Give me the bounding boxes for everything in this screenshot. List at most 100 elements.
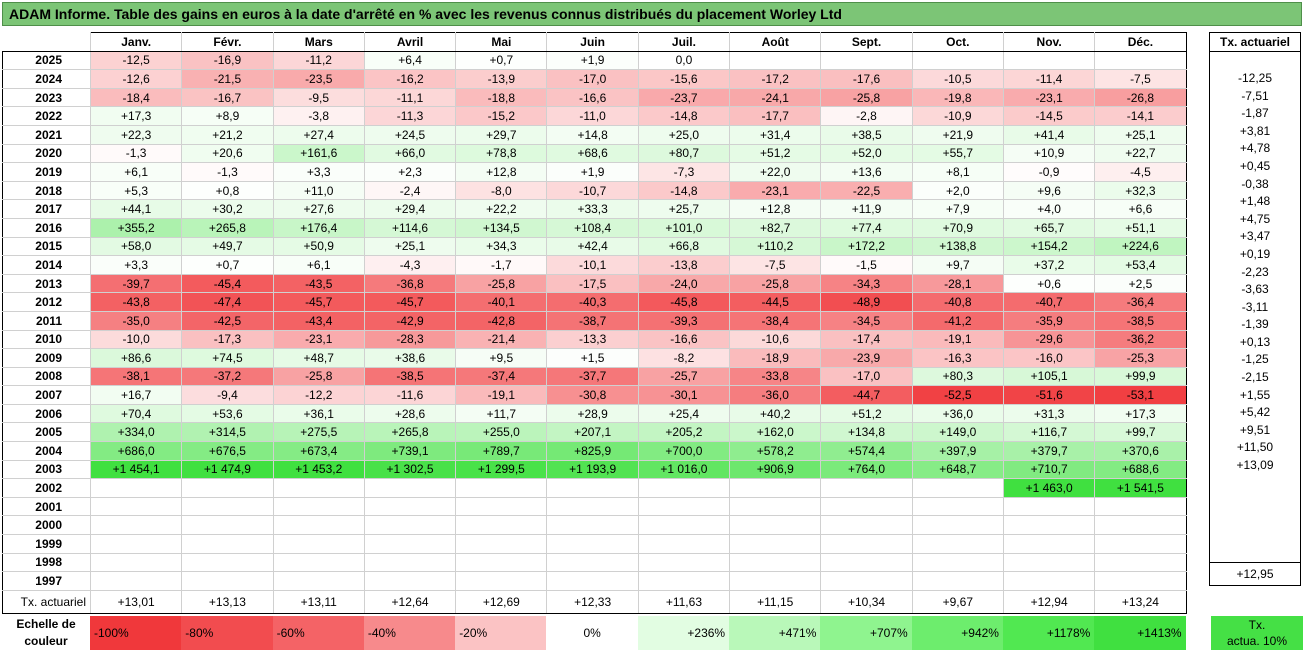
gain-cell: -33,8	[729, 366, 822, 387]
gain-cell	[546, 496, 639, 517]
gain-cell: +40,2	[729, 403, 822, 424]
month-header: Août	[729, 32, 822, 52]
gain-cell: +77,4	[820, 217, 913, 238]
gain-cell: +1,9	[546, 50, 639, 71]
gain-cell: -37,4	[455, 366, 548, 387]
actuarial-cell: -2,15	[1209, 368, 1301, 386]
gain-cell: +29,7	[455, 124, 548, 145]
gain-cell: +80,7	[637, 143, 731, 164]
gain-cell: +789,7	[455, 441, 548, 461]
gain-cell: +0,7	[455, 50, 548, 71]
color-scale-swatch: -80%	[181, 616, 273, 650]
gain-cell	[911, 552, 1004, 573]
gain-cell	[363, 496, 457, 517]
gain-cell: -25,7	[637, 366, 731, 387]
gain-cell: +207,1	[546, 422, 639, 443]
footer-rate-cell: +13,24	[1094, 589, 1187, 614]
gain-cell: +700,0	[637, 441, 731, 461]
actuarial-cell: +4,75	[1209, 209, 1301, 228]
gain-cell	[89, 552, 183, 573]
gain-cell	[729, 571, 822, 591]
gain-cell: +14,8	[546, 124, 639, 145]
gain-cell	[546, 515, 639, 536]
gain-cell: +1 454,1	[89, 459, 183, 480]
gain-cell: +161,6	[272, 143, 365, 164]
gain-cell: -1,3	[89, 143, 183, 164]
gain-cell: -17,5	[546, 273, 639, 294]
footer-rate-cell: +13,13	[181, 589, 274, 614]
gain-cell: -30,8	[546, 385, 639, 405]
gain-cell: -23,9	[820, 348, 913, 368]
gain-cell: +205,2	[637, 422, 731, 443]
gain-cell: -12,6	[89, 69, 183, 89]
gain-cell: +99,7	[1094, 422, 1187, 443]
gain-cell: -16,3	[911, 348, 1004, 368]
year-header	[2, 32, 91, 52]
gain-cell: +1 453,2	[272, 459, 365, 480]
table-row: 2011 -35,0 -42,5 -43,4 -42,9 -42,8 -38,7 -39,3-…	[2, 310, 1187, 331]
gain-cell: -23,7	[637, 87, 731, 108]
actuarial-cell: -1,87	[1209, 104, 1301, 122]
gain-cell: +154,2	[1002, 236, 1096, 257]
actuarial-cell: +4,78	[1209, 139, 1301, 158]
gain-cell	[1002, 571, 1096, 591]
gain-cell: +314,5	[181, 422, 274, 443]
gain-cell	[455, 552, 548, 573]
actuarial-cell	[1209, 51, 1301, 70]
month-header: Juil.	[637, 32, 731, 52]
gain-cell: +17,3	[1094, 403, 1187, 424]
gain-cell: +110,2	[729, 236, 822, 257]
gain-cell: -36,8	[363, 273, 457, 294]
gain-cell: +70,9	[911, 217, 1004, 238]
gain-cell	[181, 571, 274, 591]
gain-cell: -24,0	[637, 273, 731, 294]
gain-cell	[363, 571, 457, 591]
gain-cell: +1 302,5	[363, 459, 457, 480]
gain-cell	[637, 496, 731, 517]
gain-cell: -44,5	[729, 292, 822, 312]
gain-cell: +22,0	[729, 162, 822, 182]
color-scale-swatch: +1413%	[1094, 616, 1186, 650]
gain-cell: -18,8	[455, 87, 548, 108]
gain-cell: +7,9	[911, 199, 1004, 219]
gain-cell: +13,6	[820, 162, 913, 182]
gain-cell: +41,4	[1002, 124, 1096, 145]
gain-cell	[89, 534, 183, 554]
gain-cell: -9,5	[272, 87, 365, 108]
color-scale-label-line2: couleur	[24, 634, 68, 648]
color-scale-swatch: +1178%	[1003, 616, 1095, 650]
year-cell: 2023	[2, 87, 91, 108]
gain-cell: -17,2	[729, 69, 822, 89]
gain-cell	[729, 534, 822, 554]
gain-cell: -2,4	[363, 180, 457, 201]
actuarial-cell: +11,50	[1209, 438, 1301, 457]
gain-cell	[637, 571, 731, 591]
color-scale-swatch: -40%	[363, 616, 456, 650]
year-cell: 2005	[2, 422, 91, 443]
gain-cell: -4,5	[1094, 162, 1187, 182]
actuarial-cell: +0,45	[1209, 157, 1301, 175]
gain-cell: -1,3	[181, 162, 274, 182]
gain-cell	[820, 571, 913, 591]
gain-cell	[363, 552, 457, 573]
actuarial-cell	[1209, 509, 1301, 527]
gain-cell: -23,1	[1002, 87, 1096, 108]
gain-cell	[1002, 496, 1096, 517]
gain-cell: -45,4	[181, 273, 274, 294]
year-cell: 1998	[2, 552, 91, 573]
gain-cell: -3,8	[272, 106, 365, 126]
year-cell: 2001	[2, 496, 91, 517]
gain-cell: +648,7	[911, 459, 1004, 480]
gain-cell: +8,1	[911, 162, 1004, 182]
color-scale-swatch: -60%	[272, 616, 364, 650]
actuarial-swatch-line1: Tx.	[1248, 618, 1266, 632]
gain-cell	[272, 515, 365, 536]
gain-cell: +676,5	[181, 441, 274, 461]
gain-cell: -45,7	[272, 292, 365, 312]
gain-cell: -10,0	[89, 329, 183, 350]
gain-cell: -18,4	[89, 87, 183, 108]
month-header: Avril	[363, 32, 457, 52]
gain-cell	[1002, 552, 1096, 573]
actuarial-cell: +3,81	[1209, 121, 1301, 140]
gain-cell: +1 541,5	[1094, 478, 1187, 498]
